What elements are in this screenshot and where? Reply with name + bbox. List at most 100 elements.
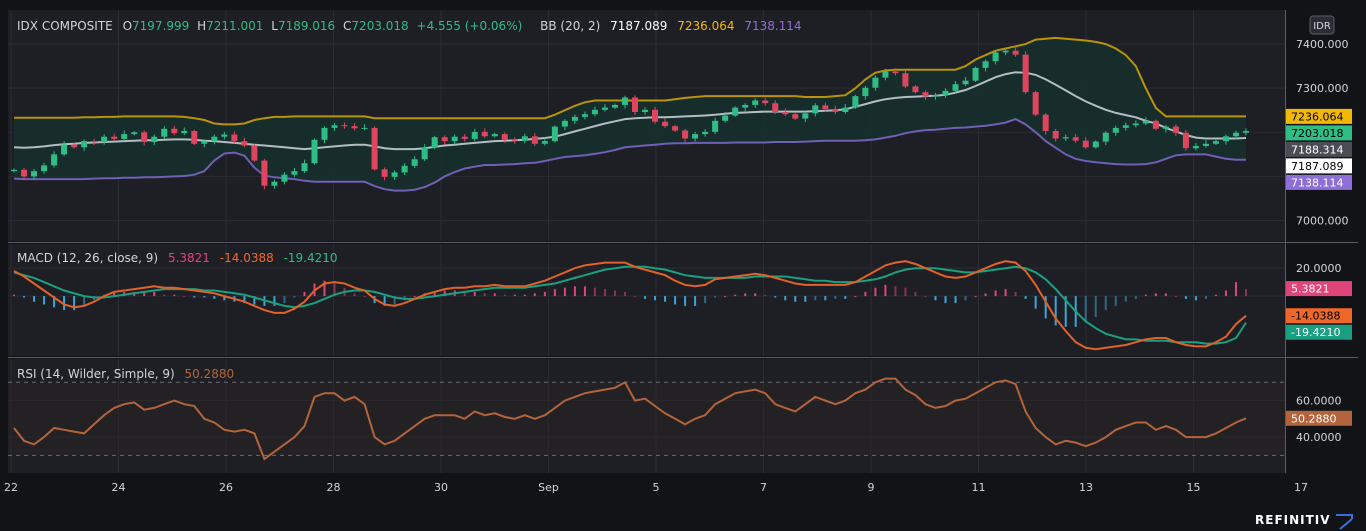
candle: [1152, 119, 1159, 131]
candle: [882, 68, 889, 81]
date-axis-label: 11: [972, 481, 986, 494]
value-tag: 50.2880: [1286, 410, 1352, 426]
y-axis-labels: 7400.000 7300.000 7000.000 20.0000 60.0000 40…: [1296, 38, 1349, 444]
macd-histogram-bar: [654, 296, 657, 301]
rsi-band-fill: [8, 382, 1285, 456]
date-axis-label: 9: [868, 481, 875, 494]
macd-histogram-bar: [443, 290, 446, 297]
candle: [521, 133, 528, 144]
macd-histogram-bar: [113, 291, 116, 297]
candle-body: [601, 107, 608, 110]
value-tag-label: 7236.064: [1291, 110, 1344, 123]
date-axis-label: 24: [112, 481, 126, 494]
value-tags: 7236.064 7203.018 7188.314 7187.089 7138.114…: [1286, 108, 1352, 426]
candle: [1232, 130, 1239, 140]
macd-histogram-bar: [1044, 296, 1047, 319]
value-tag-label: -19.4210: [1291, 326, 1340, 339]
candle-body: [1212, 141, 1219, 144]
macd-histogram-bar: [1004, 289, 1007, 297]
candle-body: [271, 181, 278, 186]
low-value: 7189.016: [278, 19, 335, 33]
macd-histogram-bar: [874, 287, 877, 297]
macd-histogram-bar: [1164, 293, 1167, 297]
candle-body: [1042, 114, 1049, 131]
candle: [141, 130, 148, 146]
candle: [41, 162, 48, 174]
candle-body: [942, 90, 949, 96]
value-tag-box: [1286, 141, 1352, 157]
macd-line: [13, 260, 1247, 351]
candle: [692, 131, 699, 142]
macd-histogram-bar: [483, 293, 486, 297]
candle: [892, 68, 899, 76]
candle-body: [291, 171, 298, 175]
candle-body: [1202, 143, 1209, 146]
candle-body: [932, 95, 939, 97]
currency-badge-box[interactable]: [1309, 15, 1335, 35]
macd-series: [13, 260, 1247, 351]
candle-body: [561, 120, 568, 127]
candle-body: [792, 114, 799, 119]
close-value: 7203.018: [351, 19, 408, 33]
grid-lines: [8, 10, 1285, 473]
x-axis-labels: 2224262830Sep5791113151719212: [4, 481, 1308, 494]
candle-body: [451, 136, 458, 142]
candle-body: [341, 125, 348, 127]
close-label: C: [343, 19, 351, 33]
candle: [1162, 124, 1169, 133]
candle-body: [361, 127, 368, 129]
macd-histogram-bar: [764, 294, 767, 297]
candle-body: [812, 105, 819, 114]
candle: [782, 108, 789, 116]
candle: [231, 131, 238, 144]
macd-histogram-bar: [714, 296, 717, 298]
candle-body: [191, 130, 198, 144]
currency-badge[interactable]: IDR: [1313, 21, 1331, 32]
candle: [461, 134, 468, 142]
macd-histogram-bar: [944, 296, 947, 304]
date-axis-label: 13: [1079, 481, 1093, 494]
candle-body: [1222, 136, 1229, 142]
candle: [772, 100, 779, 115]
candle: [1102, 130, 1109, 146]
macd-histogram-bar: [924, 296, 927, 298]
candle-body: [692, 134, 699, 139]
macd-histogram-bar: [1124, 296, 1127, 302]
value-tag-label: 50.2880: [1291, 412, 1337, 425]
right-axis-area[interactable]: [1285, 10, 1358, 473]
candle: [962, 77, 969, 86]
macd-histogram-bar: [1134, 296, 1137, 299]
candle: [421, 144, 428, 161]
candle-body: [591, 109, 598, 115]
candle: [621, 95, 628, 109]
macd-histogram-bar: [253, 296, 256, 305]
macd-histogram-bar: [433, 291, 436, 297]
rsi-axis-label: 40.0000: [1296, 431, 1342, 444]
candle: [81, 139, 88, 151]
value-tag-box: [1286, 125, 1352, 141]
candle: [261, 158, 268, 190]
candle-body: [1062, 137, 1069, 139]
candle-body: [632, 97, 639, 113]
macd-histogram-bar: [323, 280, 326, 297]
candle-body: [1132, 123, 1139, 126]
candle-body: [802, 113, 809, 119]
open-label: O: [123, 19, 132, 33]
candle-body: [611, 104, 618, 108]
candle-body: [531, 136, 538, 144]
macd-histogram-bar: [1245, 289, 1247, 297]
date-axis-label: 26: [219, 481, 233, 494]
macd-histogram-bar: [774, 296, 777, 298]
candle: [662, 118, 669, 128]
candle-body: [401, 165, 408, 173]
candle-body: [41, 165, 48, 172]
candle: [722, 112, 729, 123]
macd-histogram-bar: [884, 284, 887, 297]
macd-histogram-bar: [1084, 296, 1087, 323]
macd-histogram-bar: [43, 296, 46, 305]
bollinger-bands: [13, 36, 1247, 192]
rsi-pane[interactable]: [8, 359, 1285, 473]
value-tag-label: 5.3821: [1291, 283, 1330, 296]
candle-body: [31, 171, 38, 177]
